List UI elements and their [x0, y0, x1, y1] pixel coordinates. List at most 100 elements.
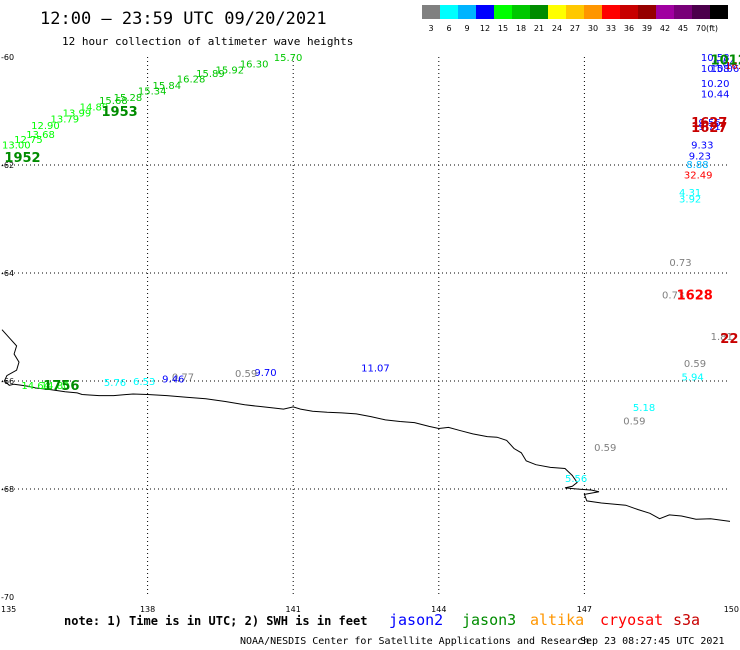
axis-tick-labels: 135 138 141 144 147 150 -60 -62 -64 -66 -68 -70 — [1, 53, 739, 614]
lon-tick-label: 147 — [577, 605, 592, 614]
lon-tick-label: 141 — [286, 605, 301, 614]
swh-value-label: 1.81 — [711, 332, 733, 343]
lat-tick-label: -64 — [1, 269, 14, 278]
swh-value-label: 13.99 — [63, 109, 92, 120]
satellite-altika-label: altika — [530, 611, 584, 629]
pass-time-label: 1953 — [101, 105, 137, 120]
swh-value-label: 14.89 — [80, 103, 109, 114]
swh-value-label: 10.58 — [701, 53, 730, 64]
pass-time-label: 1952 — [4, 151, 40, 166]
satellite-cryosat-label: cryosat — [600, 611, 663, 629]
lon-tick-label: 138 — [140, 605, 155, 614]
swh-value-label: 14.64 — [21, 381, 50, 392]
swh-value-label: 10.44 — [701, 90, 730, 101]
swh-value-label: 0.77 — [172, 373, 194, 384]
legend-tick-label: 39 — [642, 24, 652, 33]
lat-tick-label: -70 — [1, 593, 14, 602]
swh-value-label: 14.80 — [41, 381, 70, 392]
swh-value-label: 0.59 — [594, 443, 616, 454]
map-subtitle: 12 hour collection of altimeter wave hei… — [62, 35, 353, 48]
swh-value-label: 15.84 — [152, 81, 181, 92]
legend-tick-label: 18 — [516, 24, 526, 33]
swh-value-label: 5.94 — [681, 373, 703, 384]
swh-value-label: 15.92 — [216, 65, 245, 76]
legend-tick-label: 15 — [498, 24, 508, 33]
swh-value-label: 5.76 — [104, 378, 126, 389]
swh-value-label: 8.88 — [686, 160, 708, 171]
legend-swatch — [692, 5, 710, 19]
wave-height-legend: 3 6 9 12 15 18 21 24 27 30 33 36 39 42 45 70 — [422, 5, 728, 33]
lat-tick-label: -68 — [1, 485, 14, 494]
legend-swatch — [476, 5, 494, 19]
legend-swatch — [440, 5, 458, 19]
swh-value-label: 10.20 — [701, 79, 730, 90]
wave-height-observations: 15.70 16.3015.9215.8916.2815.8415.3415.28… — [2, 53, 740, 485]
swh-value-label: 13.00 — [2, 140, 31, 151]
lon-tick-label: 135 — [1, 605, 16, 614]
footer-credit: NOAA/NESDIS Center for Satellite Applica… — [240, 636, 589, 647]
legend-tick-label: 6 — [446, 24, 451, 33]
swh-value-label: 3.92 — [679, 194, 701, 205]
legend-swatch — [710, 5, 728, 19]
swh-value-label: 15.34 — [138, 86, 167, 97]
swh-value-label: 9.23 — [689, 151, 711, 162]
legend-swatch — [548, 5, 566, 19]
legend-unit-label: (ft) — [706, 24, 718, 33]
swh-value-label: 16.28 — [177, 75, 206, 86]
pass-time-label: 1756 — [43, 379, 79, 394]
satellite-s3a-label: s3a — [673, 611, 700, 629]
swh-value-label: 10.06 — [711, 64, 740, 75]
pass-time-label: 1628 — [677, 289, 713, 304]
lat-tick-label: -62 — [1, 161, 14, 170]
legend-tick-label: 9 — [464, 24, 469, 33]
legend-tick-label: 42 — [660, 24, 670, 33]
satellite-legend: jason2 jason3 altika cryosat s3a — [389, 611, 700, 629]
legend-tick-label: 3 — [428, 24, 433, 33]
legend-swatch — [656, 5, 674, 19]
legend-swatch — [602, 5, 620, 19]
legend-swatch — [530, 5, 548, 19]
swh-value-label: 9.70 — [254, 368, 276, 379]
legend-tick-label: 70 — [696, 24, 706, 33]
pass-time-label: 1627 — [691, 116, 727, 131]
swh-value-label: 15.70 — [274, 53, 303, 64]
swh-value-label: 13.68 — [26, 130, 55, 141]
swh-value-label: 16.30 — [240, 59, 269, 70]
swh-value-label: 0.73 — [662, 291, 684, 302]
legend-tick-label: 27 — [570, 24, 580, 33]
legend-swatch — [584, 5, 602, 19]
legend-swatch — [458, 5, 476, 19]
pass-time-label: 1627 — [691, 121, 727, 136]
legend-tick-label: 21 — [534, 24, 544, 33]
legend-swatch — [422, 5, 440, 19]
legend-swatch — [674, 5, 692, 19]
legend-swatch — [638, 5, 656, 19]
legend-swatch — [620, 5, 638, 19]
swh-value-label: 11.07 — [361, 364, 390, 375]
legend-swatch — [494, 5, 512, 19]
pass-time-label: 1012 — [711, 54, 740, 69]
footer-note: note: 1) Time is in UTC; 2) SWH is in fe… — [64, 614, 367, 628]
legend-tick-label: 24 — [552, 24, 562, 33]
lat-lon-grid — [2, 57, 730, 597]
swh-value-label: 13.79 — [51, 115, 80, 126]
lat-tick-label: -66 — [1, 377, 14, 386]
legend-tick-label: 30 — [588, 24, 598, 33]
swh-value-label: 15.68 — [99, 96, 128, 107]
legend-tick-label: 12 — [480, 24, 490, 33]
swh-value-label: 9.71 — [698, 122, 720, 133]
swh-value-label: 9.56 — [698, 118, 720, 129]
swh-value-label: 9.84 — [713, 58, 735, 69]
legend-tick-label: 45 — [678, 24, 688, 33]
legend-tick-label: 36 — [624, 24, 634, 33]
swh-value-label: 12.75 — [14, 135, 43, 146]
swh-value-label: 10.58 — [701, 64, 730, 75]
map-title: 12:00 – 23:59 UTC 09/20/2021 — [40, 9, 327, 29]
lon-tick-label: 144 — [431, 605, 446, 614]
swh-value-label: 6.53 — [133, 377, 155, 388]
satellite-jason3-label: jason3 — [462, 611, 516, 629]
pass-time-label: 22 — [720, 332, 738, 347]
legend-swatch — [566, 5, 584, 19]
swh-value-label: 16.2 — [725, 61, 740, 72]
